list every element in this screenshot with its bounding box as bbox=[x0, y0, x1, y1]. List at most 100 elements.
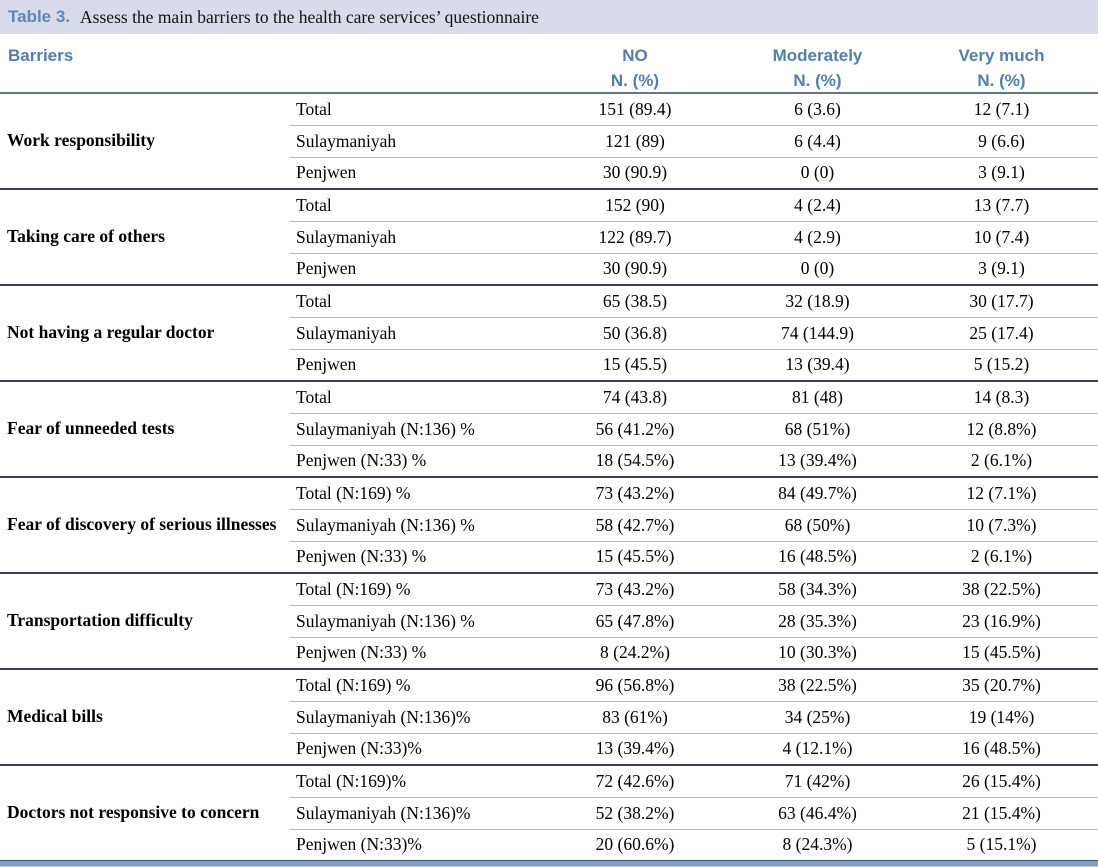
table-row: Penjwen (N:33) % 18 (54.5%) 13 (39.4%) 2 (6… bbox=[290, 444, 1098, 476]
barrier-group: Work responsibility Total 151 (89.4) 6 (3.6… bbox=[0, 94, 1098, 188]
barrier-name: Work responsibility bbox=[7, 130, 155, 151]
cell-very-much: 5 (15.1%) bbox=[966, 834, 1037, 855]
cell-moderately: 4 (12.1%) bbox=[782, 738, 853, 759]
row-label: Penjwen bbox=[296, 354, 357, 375]
column-header-barriers: Barriers bbox=[8, 46, 74, 65]
cell-very-much: 2 (6.1%) bbox=[970, 450, 1033, 471]
row-label: Sulaymaniyah (N:136) % bbox=[296, 418, 475, 439]
cell-moderately: 71 (42%) bbox=[784, 771, 851, 792]
cell-very-much: 9 (6.6) bbox=[978, 130, 1025, 151]
column-header-very-much: Very much N. (%) bbox=[905, 43, 1098, 92]
cell-moderately: 63 (46.4%) bbox=[778, 802, 857, 823]
cell-no: 72 (42.6%) bbox=[595, 771, 675, 792]
cell-moderately: 58 (34.3%) bbox=[778, 579, 857, 600]
row-label: Penjwen (N:33) % bbox=[296, 642, 427, 663]
row-label: Total bbox=[296, 195, 332, 216]
cell-very-much: 25 (17.4) bbox=[969, 322, 1034, 343]
cell-moderately: 6 (3.6) bbox=[794, 99, 841, 120]
row-label: Sulaymaniyah (N:136) % bbox=[296, 610, 475, 631]
cell-no: 13 (39.4%) bbox=[595, 738, 675, 759]
cell-very-much: 5 (15.2) bbox=[973, 354, 1030, 375]
table-row: Total 152 (90) 4 (2.4) 13 (7.7) bbox=[290, 190, 1098, 221]
table-header-row: Barriers NO N. (%) Moderately N. (%) Ver… bbox=[0, 34, 1098, 94]
column-header-no-title: NO bbox=[622, 46, 648, 65]
cell-moderately: 0 (0) bbox=[800, 162, 835, 183]
table-row: Penjwen (N:33) % 15 (45.5%) 16 (48.5%) 2 (6… bbox=[290, 540, 1098, 572]
cell-moderately: 0 (0) bbox=[800, 258, 835, 279]
table-bottom-rule bbox=[0, 859, 1098, 867]
barrier-group: Doctors not responsive to concern Total (… bbox=[0, 763, 1098, 860]
table-row: Total (N:169) % 96 (56.8%) 38 (22.5%) 35 (2… bbox=[290, 670, 1098, 701]
table-caption-text: Assess the main barriers to the health c… bbox=[80, 6, 539, 27]
barrier-name: Fear of unneeded tests bbox=[7, 418, 175, 439]
column-header-very-much-sub: N. (%) bbox=[977, 71, 1026, 90]
row-label: Total bbox=[296, 99, 332, 120]
table-row: Total 65 (38.5) 32 (18.9) 30 (17.7) bbox=[290, 286, 1098, 317]
barrier-group: Fear of discovery of serious illnesses To… bbox=[0, 475, 1098, 572]
table-row: Sulaymaniyah (N:136) % 58 (42.7%) 68 (50%)… bbox=[290, 509, 1098, 540]
table-row: Penjwen (N:33)% 20 (60.6%) 8 (24.3%) 5 (15.… bbox=[290, 828, 1098, 860]
cell-moderately: 8 (24.3%) bbox=[782, 834, 853, 855]
row-label: Penjwen (N:33) % bbox=[296, 450, 427, 471]
cell-very-much: 15 (45.5%) bbox=[962, 642, 1041, 663]
cell-moderately: 34 (25%) bbox=[784, 706, 851, 727]
cell-very-much: 12 (8.8%) bbox=[966, 418, 1037, 439]
table-row: Sulaymaniyah 122 (89.7) 4 (2.9) 10 (7.4) bbox=[290, 221, 1098, 252]
column-header-moderately-title: Moderately bbox=[772, 46, 863, 65]
row-label: Total (N:169) % bbox=[296, 579, 411, 600]
barrier-group: Fear of unneeded tests Total 74 (43.8) 81 (… bbox=[0, 379, 1098, 476]
row-label: Sulaymaniyah bbox=[296, 322, 397, 343]
cell-very-much: 30 (17.7) bbox=[969, 291, 1034, 312]
table-row: Sulaymaniyah 50 (36.8) 74 (144.9) 25 (17.4) bbox=[290, 317, 1098, 348]
row-label: Total bbox=[296, 291, 332, 312]
cell-very-much: 10 (7.4) bbox=[973, 226, 1030, 247]
cell-very-much: 3 (9.1) bbox=[978, 258, 1025, 279]
cell-very-much: 23 (16.9%) bbox=[962, 610, 1041, 631]
cell-very-much: 12 (7.1%) bbox=[966, 483, 1037, 504]
cell-no: 56 (41.2%) bbox=[595, 418, 675, 439]
column-header-moderately: Moderately N. (%) bbox=[730, 43, 905, 92]
cell-no: 83 (61%) bbox=[602, 706, 668, 727]
cell-moderately: 13 (39.4%) bbox=[778, 450, 857, 471]
cell-no: 65 (47.8%) bbox=[595, 610, 675, 631]
column-header-no: NO N. (%) bbox=[540, 43, 730, 92]
barrier-name: Taking care of others bbox=[7, 226, 165, 247]
table-row: Total 74 (43.8) 81 (48) 14 (8.3) bbox=[290, 382, 1098, 413]
cell-moderately: 32 (18.9) bbox=[785, 291, 850, 312]
barrier-group: Transportation difficulty Total (N:169) %… bbox=[0, 571, 1098, 668]
table-number-label: Table 3. bbox=[8, 7, 71, 26]
table-row: Sulaymaniyah 121 (89) 6 (4.4) 9 (6.6) bbox=[290, 125, 1098, 156]
column-header-moderately-sub: N. (%) bbox=[793, 71, 842, 90]
cell-very-much: 38 (22.5%) bbox=[962, 579, 1041, 600]
barrier-name: Fear of discovery of serious illnesses bbox=[7, 514, 277, 535]
cell-very-much: 19 (14%) bbox=[968, 706, 1035, 727]
barrier-group: Medical bills Total (N:169) % 96 (56.8%) 38… bbox=[0, 667, 1098, 764]
cell-moderately: 4 (2.4) bbox=[794, 195, 841, 216]
cell-moderately: 16 (48.5%) bbox=[778, 546, 857, 567]
cell-moderately: 68 (50%) bbox=[784, 514, 851, 535]
cell-no: 15 (45.5) bbox=[602, 354, 668, 375]
row-label: Penjwen (N:33)% bbox=[296, 834, 422, 855]
cell-no: 58 (42.7%) bbox=[595, 514, 675, 535]
barrier-name: Not having a regular doctor bbox=[7, 322, 215, 343]
row-label: Sulaymaniyah (N:136)% bbox=[296, 706, 471, 727]
cell-moderately: 28 (35.3%) bbox=[778, 610, 857, 631]
column-header-very-much-title: Very much bbox=[958, 46, 1045, 65]
table-row: Sulaymaniyah (N:136)% 52 (38.2%) 63 (46.4%… bbox=[290, 797, 1098, 828]
barrier-group: Not having a regular doctor Total 65 (38.5… bbox=[0, 283, 1098, 380]
cell-no: 8 (24.2%) bbox=[600, 642, 670, 663]
cell-moderately: 10 (30.3%) bbox=[778, 642, 857, 663]
cell-very-much: 13 (7.7) bbox=[973, 195, 1030, 216]
table-body: Work responsibility Total 151 (89.4) 6 (3.6… bbox=[0, 94, 1098, 860]
cell-moderately: 6 (4.4) bbox=[794, 130, 841, 151]
row-label: Penjwen (N:33) % bbox=[296, 546, 427, 567]
cell-no: 15 (45.5%) bbox=[595, 546, 675, 567]
cell-no: 50 (36.8) bbox=[602, 322, 668, 343]
column-header-no-sub: N. (%) bbox=[610, 71, 660, 90]
cell-very-much: 14 (8.3) bbox=[973, 387, 1030, 408]
cell-moderately: 81 (48) bbox=[791, 387, 844, 408]
barrier-name: Doctors not responsive to concern bbox=[7, 802, 260, 823]
table-row: Sulaymaniyah (N:136) % 56 (41.2%) 68 (51%)… bbox=[290, 413, 1098, 444]
cell-moderately: 74 (144.9) bbox=[781, 322, 854, 343]
